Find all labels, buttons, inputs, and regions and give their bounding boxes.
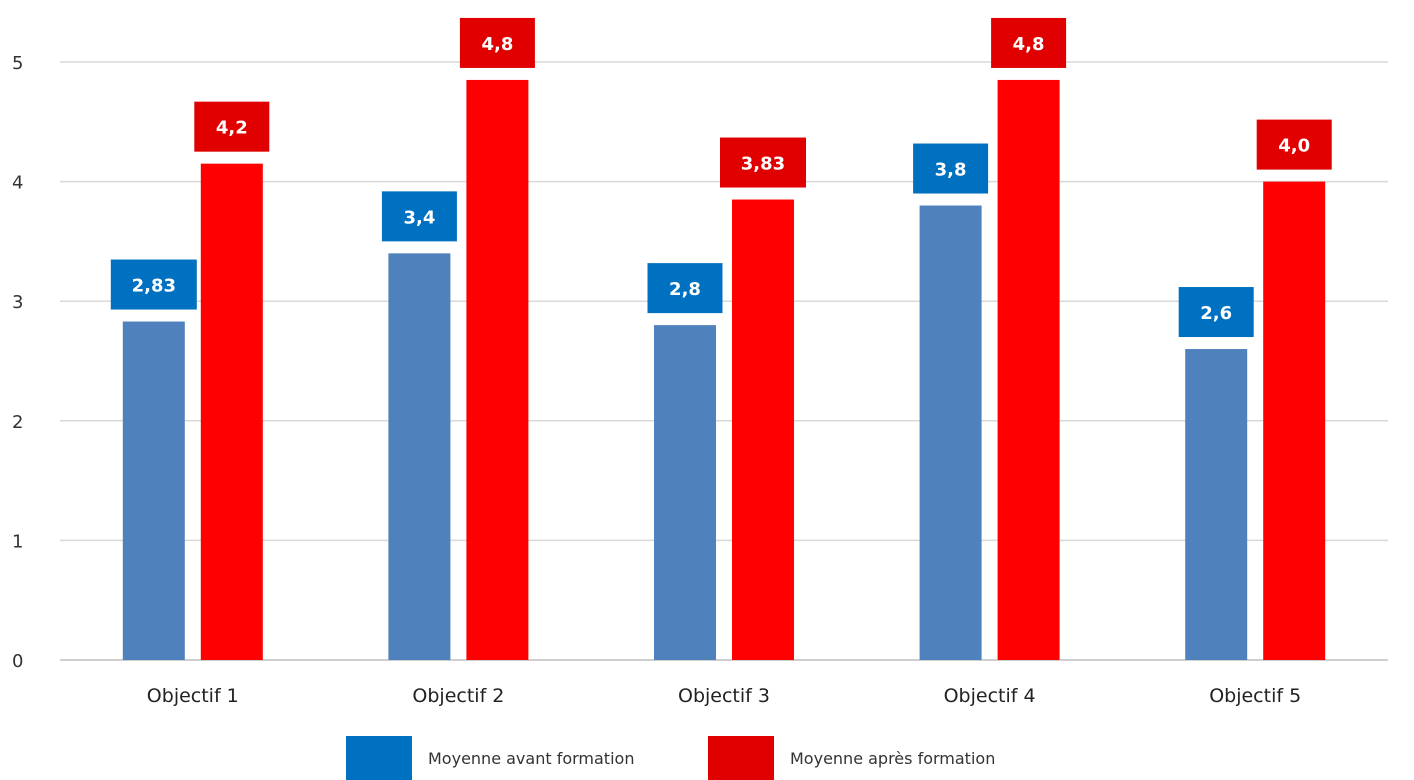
- bar-before: [122, 321, 185, 660]
- data-label: 2,8: [669, 279, 701, 300]
- data-label: 3,83: [741, 154, 785, 175]
- y-tick-label: 3: [12, 292, 23, 313]
- data-label-box: [381, 191, 457, 242]
- y-tick-label: 1: [12, 531, 23, 552]
- bar-after: [1263, 181, 1326, 660]
- data-label-box: [647, 263, 723, 314]
- x-category-label: Objectif 5: [1209, 685, 1301, 707]
- data-label-box: [913, 143, 989, 194]
- data-label: 2,83: [132, 276, 176, 297]
- data-label-box: [720, 137, 806, 188]
- data-label-box: [991, 17, 1067, 68]
- bar-after: [732, 199, 794, 661]
- data-label-box: [194, 101, 270, 152]
- y-tick-label: 2: [12, 412, 23, 433]
- y-axis-tick-labels: 0 1 2 3 4 5: [12, 53, 23, 672]
- legend-label: Moyenne après formation: [790, 749, 995, 768]
- x-axis-category-labels: Objectif 1 Objectif 2 Objectif 3 Objectif 4…: [147, 685, 1301, 707]
- bars: [122, 79, 1326, 661]
- data-label-box: [1256, 119, 1332, 170]
- bar-before: [919, 205, 982, 660]
- x-category-label: Objectif 1: [147, 685, 239, 707]
- y-tick-label: 0: [12, 651, 23, 672]
- bar-before: [1185, 349, 1248, 660]
- bar-before: [388, 253, 451, 661]
- data-label-box: [1178, 287, 1254, 338]
- x-category-label: Objectif 3: [678, 685, 770, 707]
- x-category-label: Objectif 4: [944, 685, 1036, 707]
- legend: Moyenne avant formation Moyenne après for…: [346, 736, 995, 780]
- legend-swatch: [708, 736, 774, 780]
- data-label: 4,8: [1013, 34, 1045, 55]
- bar-after: [200, 163, 263, 660]
- data-label-box: [110, 259, 197, 310]
- data-label: 4,2: [216, 118, 248, 139]
- data-label: 3,4: [403, 207, 435, 228]
- x-category-label: Objectif 2: [412, 685, 504, 707]
- y-tick-label: 5: [12, 53, 23, 74]
- bar-after: [997, 79, 1060, 660]
- data-label: 4,0: [1278, 136, 1310, 157]
- bar-after: [466, 79, 529, 660]
- legend-label: Moyenne avant formation: [428, 749, 634, 768]
- data-label: 3,8: [935, 160, 967, 181]
- bar-before: [654, 325, 716, 660]
- data-label: 4,8: [481, 34, 513, 55]
- legend-swatch: [346, 736, 412, 780]
- data-label: 2,6: [1200, 303, 1232, 324]
- y-tick-label: 4: [12, 173, 23, 194]
- data-label-box: [459, 17, 535, 68]
- data-labels: 2,83 4,2 3,4 4,8 2,8 3,83 3,8 4,8 2,6 4,0: [110, 17, 1332, 338]
